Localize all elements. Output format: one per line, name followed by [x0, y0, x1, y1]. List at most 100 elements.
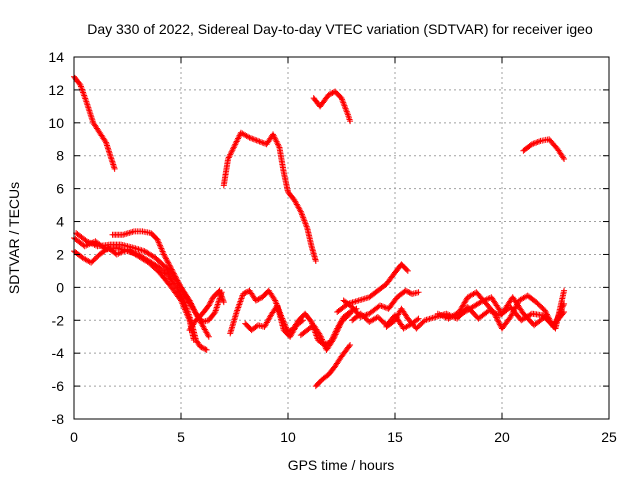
- data-point: [255, 296, 262, 303]
- data-point: [319, 336, 326, 343]
- data-point: [312, 258, 319, 265]
- data-point: [318, 335, 325, 342]
- data-point: [186, 297, 193, 304]
- data-point: [344, 110, 351, 117]
- data-point: [166, 262, 173, 269]
- data-point: [329, 337, 336, 344]
- data-point: [241, 290, 248, 297]
- data-point: [317, 332, 324, 339]
- data-point: [163, 255, 170, 262]
- series-arc-7: [71, 244, 197, 344]
- data-point: [197, 343, 204, 350]
- data-point: [297, 207, 304, 214]
- data-point: [220, 297, 227, 304]
- data-point: [542, 308, 549, 315]
- data-point: [325, 91, 332, 98]
- data-point: [188, 301, 195, 308]
- data-point: [403, 266, 410, 273]
- data-point: [336, 323, 343, 330]
- data-point: [231, 142, 238, 149]
- data-point: [225, 156, 232, 163]
- data-point: [341, 102, 348, 109]
- data-point: [528, 141, 535, 148]
- data-point: [272, 297, 279, 304]
- y-tick-label: 14: [48, 49, 64, 65]
- data-point: [301, 219, 308, 226]
- y-tick-label: 12: [48, 82, 64, 98]
- y-tick-label: -6: [52, 378, 65, 394]
- data-point: [169, 267, 176, 274]
- data-point: [490, 309, 497, 316]
- data-point: [534, 139, 541, 146]
- data-point: [233, 138, 240, 145]
- data-point: [165, 259, 172, 266]
- data-point: [246, 134, 253, 141]
- data-point: [159, 248, 166, 255]
- series-arc-11: [227, 287, 298, 337]
- data-point: [402, 287, 409, 294]
- plot-frame: [73, 56, 610, 420]
- data-point: [168, 265, 175, 272]
- data-point: [333, 328, 340, 335]
- data-point: [173, 276, 180, 283]
- y-tick-label: -4: [52, 345, 65, 361]
- data-point: [561, 156, 568, 163]
- data-point: [158, 245, 165, 252]
- data-point: [205, 333, 212, 340]
- data-point: [334, 327, 341, 334]
- data-point: [158, 247, 165, 254]
- data-point: [338, 95, 345, 102]
- data-point: [403, 288, 410, 295]
- data-point: [531, 140, 538, 147]
- data-point: [300, 214, 307, 221]
- data-point: [242, 289, 249, 296]
- data-point: [331, 334, 338, 341]
- data-point: [347, 118, 354, 125]
- x-axis-label: GPS time / hours: [288, 457, 395, 473]
- data-point: [174, 277, 181, 284]
- data-point: [257, 139, 264, 146]
- data-point: [253, 137, 260, 144]
- data-point: [218, 291, 225, 298]
- data-point: [415, 289, 422, 296]
- x-tick-label: 5: [177, 429, 185, 445]
- data-point: [340, 99, 347, 106]
- data-point: [201, 345, 208, 352]
- data-point: [217, 289, 224, 296]
- data-point: [320, 340, 327, 347]
- data-point: [235, 135, 242, 142]
- data-point: [171, 272, 178, 279]
- data-point: [337, 321, 344, 328]
- data-point: [299, 211, 306, 218]
- data-point: [561, 287, 568, 294]
- data-point: [274, 140, 281, 147]
- data-point: [227, 150, 234, 157]
- data-point: [207, 299, 214, 306]
- data-point: [217, 290, 224, 297]
- data-point: [232, 139, 239, 146]
- data-point: [541, 307, 548, 314]
- data-point: [160, 251, 167, 258]
- data-point: [404, 267, 411, 274]
- data-point: [333, 330, 340, 337]
- data-point: [342, 105, 349, 112]
- y-tick-label: 4: [56, 214, 64, 230]
- data-point: [414, 316, 421, 323]
- data-point: [494, 315, 501, 322]
- data-point: [343, 107, 350, 114]
- data-point: [165, 261, 172, 268]
- data-point: [226, 153, 233, 160]
- data-point: [299, 213, 306, 220]
- data-point: [347, 341, 354, 348]
- data-point: [530, 140, 537, 147]
- data-point: [317, 333, 324, 340]
- series-arc-1: [71, 73, 118, 172]
- data-point: [495, 318, 502, 325]
- data-point: [167, 263, 174, 270]
- data-point: [339, 96, 346, 103]
- data-point: [175, 280, 182, 287]
- data-point: [307, 317, 314, 324]
- data-point: [198, 344, 205, 351]
- data-point: [527, 142, 534, 149]
- data-point: [415, 315, 422, 322]
